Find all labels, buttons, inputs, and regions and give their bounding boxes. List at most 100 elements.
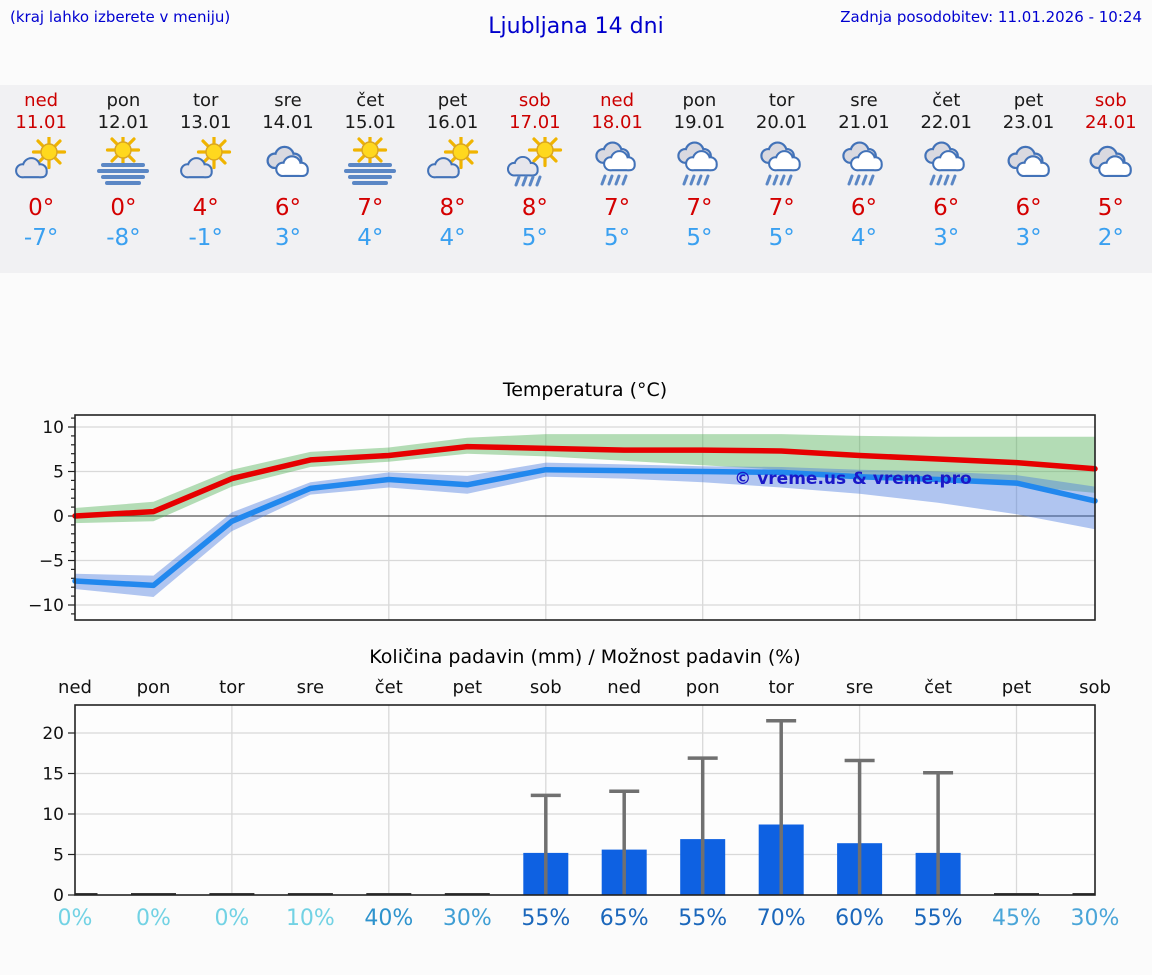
sun-rain-icon bbox=[506, 132, 562, 187]
weather-icon-cell bbox=[823, 137, 905, 187]
precipitation-chart: 0 5 10 15 20 ned pon tor sre čet pet sob ned pon tor sr… bbox=[42, 677, 1120, 931]
forecast-day-column: ned 11.01 0° -7° bbox=[0, 85, 82, 273]
day-date: 18.01 bbox=[591, 112, 643, 133]
day-name: sob bbox=[1094, 90, 1127, 111]
watermark: © vreme.us & vreme.pro bbox=[734, 469, 971, 489]
precip-probability-label: 10% bbox=[286, 906, 335, 931]
forecast-day-column: pon 12.01 0° -8° bbox=[82, 85, 164, 273]
temp-min: -7° bbox=[23, 225, 59, 251]
precip-probability-label: 55% bbox=[678, 906, 727, 931]
forecast-day-column: sre 14.01 6° 3° bbox=[247, 85, 329, 273]
temp-min: 5° bbox=[604, 225, 631, 251]
precip-y-tick-label: 10 bbox=[42, 805, 64, 825]
temp-y-tick-label: 0 bbox=[53, 507, 64, 527]
weather-icon-cell bbox=[0, 134, 82, 187]
precip-y-tick-label: 20 bbox=[42, 724, 64, 744]
temp-min: 3° bbox=[1015, 225, 1042, 251]
page-title: Ljubljana 14 dni bbox=[488, 14, 664, 39]
precip-day-label: ned bbox=[58, 677, 92, 698]
precip-probability-label: 30% bbox=[1071, 906, 1120, 931]
weather-icon-cell bbox=[494, 132, 576, 187]
precip-day-label: ned bbox=[607, 677, 641, 698]
menu-hint-note: (kraj lahko izberete v meniju) bbox=[10, 8, 231, 26]
forecast-strip: ned 11.01 0° -7° pon 12.01 0° -8° tor 13.01 4° -1° s… bbox=[0, 85, 1152, 273]
precipitation-chart-title: Količina padavin (mm) / Možnost padavin … bbox=[369, 646, 801, 668]
temp-min: 5° bbox=[521, 225, 548, 251]
day-date: 17.01 bbox=[509, 112, 561, 133]
rain-icon bbox=[595, 141, 636, 186]
temp-y-tick-label: 10 bbox=[42, 418, 64, 438]
precip-day-label: tor bbox=[219, 677, 245, 698]
temp-min: 5° bbox=[686, 225, 713, 251]
precip-day-label: čet bbox=[375, 677, 403, 698]
rain-icon bbox=[677, 141, 719, 186]
day-date: 21.01 bbox=[838, 112, 890, 133]
day-date: 24.01 bbox=[1085, 112, 1137, 133]
day-name: ned bbox=[600, 90, 635, 111]
temp-max: 8° bbox=[521, 195, 548, 221]
cloudy-icon bbox=[266, 145, 309, 177]
precip-day-label: pon bbox=[137, 677, 171, 698]
precip-probability-label: 60% bbox=[835, 906, 884, 931]
rain-icon bbox=[842, 141, 883, 186]
weather-icon-cell bbox=[82, 132, 164, 187]
forecast-day-column: sob 24.01 5° 2° bbox=[1070, 85, 1152, 273]
forecast-day-column: ned 18.01 7° 5° bbox=[576, 85, 658, 273]
weather-icon-cell bbox=[658, 137, 740, 187]
forecast-day-column: sob 17.01 8° 5° bbox=[494, 85, 576, 273]
forecast-day-column: čet 15.01 7° 4° bbox=[329, 85, 411, 273]
temp-max: 4° bbox=[192, 195, 219, 221]
day-name: pet bbox=[1013, 90, 1044, 111]
precip-y-tick-label: 15 bbox=[42, 765, 64, 785]
temp-y-tick-label: −5 bbox=[39, 552, 64, 572]
forecast-day-column: pet 16.01 8° 4° bbox=[411, 85, 493, 273]
cloudy-icon bbox=[1007, 145, 1050, 177]
precip-day-label: sob bbox=[1079, 677, 1111, 698]
temp-min: 4° bbox=[850, 225, 878, 251]
temperature-chart: 10 5 0 −5 −10 © vreme.us & vreme.pro bbox=[28, 414, 1098, 621]
precip-probability-label: 45% bbox=[992, 906, 1041, 931]
forecast-day-column: čet 22.01 6° 3° bbox=[905, 85, 987, 273]
forecast-day-column: tor 20.01 7° 5° bbox=[741, 85, 823, 273]
day-name: čet bbox=[356, 90, 385, 111]
weather-icon-cell bbox=[165, 134, 247, 187]
weather-icon-cell bbox=[576, 137, 658, 187]
day-name: pon bbox=[106, 90, 141, 111]
fog-sun-icon bbox=[344, 132, 397, 185]
day-date: 11.01 bbox=[15, 112, 67, 133]
day-date: 20.01 bbox=[755, 112, 808, 133]
precip-probability-label: 55% bbox=[521, 906, 570, 931]
precip-probability-label: 0% bbox=[58, 906, 93, 931]
forecast-day-column: sre 21.01 6° 4° bbox=[823, 85, 905, 273]
temp-max: 7° bbox=[686, 195, 713, 221]
temp-max: 0° bbox=[110, 195, 137, 221]
temp-y-tick-label: −10 bbox=[28, 596, 64, 616]
day-date: 15.01 bbox=[344, 112, 397, 133]
rain-icon bbox=[924, 141, 965, 186]
day-date: 14.01 bbox=[262, 112, 314, 133]
day-name: čet bbox=[932, 90, 961, 111]
day-date: 23.01 bbox=[1002, 112, 1055, 133]
day-name: pet bbox=[437, 90, 468, 111]
weather-icon-cell bbox=[987, 137, 1069, 187]
weather-icon-cell bbox=[905, 137, 987, 187]
precip-y-tick-label: 5 bbox=[53, 846, 64, 866]
weather-icon-cell bbox=[329, 132, 411, 187]
weather-icon-cell bbox=[411, 134, 493, 187]
day-name: tor bbox=[192, 90, 219, 111]
day-date: 13.01 bbox=[179, 112, 232, 133]
temp-min: -8° bbox=[106, 225, 141, 251]
forecast-day-column: tor 13.01 4° -1° bbox=[165, 85, 247, 273]
day-date: 19.01 bbox=[673, 112, 726, 133]
precip-day-label: pet bbox=[1002, 677, 1032, 698]
weather-icon-cell bbox=[1070, 137, 1152, 187]
day-name: sob bbox=[518, 90, 551, 111]
temp-max: 5° bbox=[1097, 195, 1124, 221]
temp-min: 3° bbox=[933, 225, 960, 251]
day-name: ned bbox=[24, 90, 59, 111]
temp-min: 3° bbox=[274, 225, 302, 251]
temp-max: 0° bbox=[28, 195, 55, 221]
day-date: 12.01 bbox=[97, 112, 150, 133]
precip-probability-label: 65% bbox=[600, 906, 649, 931]
precip-day-label: pet bbox=[453, 677, 483, 698]
